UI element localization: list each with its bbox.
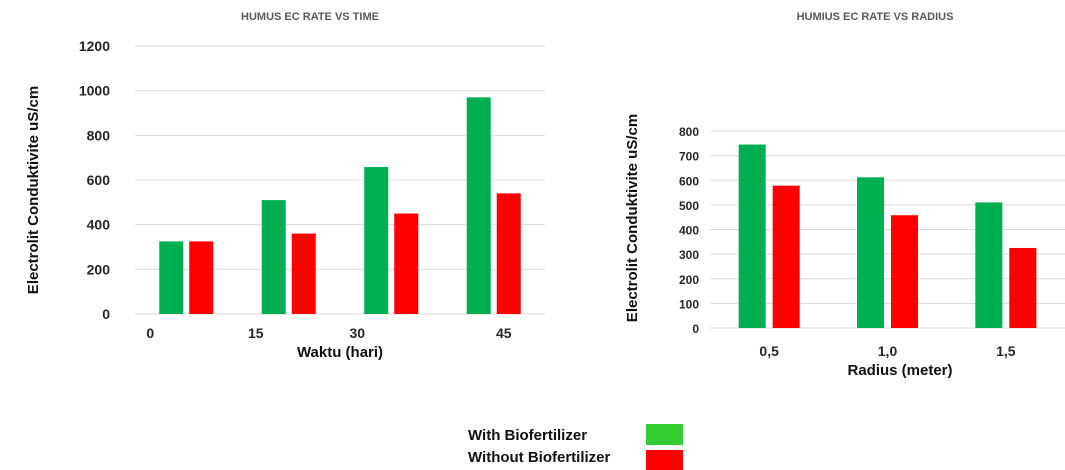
y-tick-label: 400: [87, 217, 111, 233]
y-tick-label: 200: [679, 273, 699, 287]
bar-with-biofertilizer: [364, 167, 389, 314]
bar-without-biofertilizer: [772, 185, 800, 328]
x-tick-label: 15: [248, 325, 264, 341]
legend-label-with: With Biofertilizer: [468, 427, 587, 444]
legend: With Biofertilizer Without Biofertilizer: [468, 424, 683, 470]
chart-time-bars: [159, 97, 521, 314]
bar-without-biofertilizer: [189, 241, 214, 314]
y-tick-label: 700: [679, 150, 699, 164]
chart-radius-gridlines: [710, 130, 1065, 329]
bar-with-biofertilizer: [857, 177, 884, 328]
chart-time-x-ticks: 0 15 30 45: [146, 325, 511, 341]
bar-with-biofertilizer: [466, 97, 491, 314]
bar-without-biofertilizer: [496, 193, 521, 314]
bar-without-biofertilizer: [891, 215, 918, 328]
x-tick-label: 0,5: [759, 343, 779, 359]
x-tick-label: 45: [496, 325, 512, 341]
chart-radius: HUMIUS EC RATE VS RADIUS 0 100 200 300 400 50…: [624, 11, 1065, 379]
legend-swatch-without: [646, 450, 683, 470]
bar-without-biofertilizer: [394, 213, 419, 314]
chart-radius-x-axis-label: Radius (meter): [847, 362, 952, 379]
y-tick-label: 400: [679, 224, 699, 238]
x-tick-label: 0: [146, 325, 154, 341]
y-tick-label: 1000: [79, 83, 110, 99]
legend-label-without: Without Biofertilizer: [468, 449, 611, 466]
y-tick-label: 800: [87, 127, 111, 143]
y-tick-label: 600: [87, 172, 111, 188]
bar-without-biofertilizer: [1009, 247, 1037, 328]
bar-with-biofertilizer: [159, 241, 184, 314]
chart-time: HUMUS EC RATE VS TIME 0 200 400 600 800 1000 1…: [25, 11, 545, 361]
chart-time-y-axis-label: Electrolit Conduktivite uS/cm: [25, 86, 42, 294]
y-tick-label: 800: [679, 125, 699, 139]
x-tick-label: 1,5: [996, 343, 1016, 359]
x-tick-label: 30: [349, 325, 365, 341]
x-tick-label: 1,0: [878, 343, 898, 359]
y-tick-label: 0: [102, 306, 110, 322]
y-tick-label: 300: [679, 248, 699, 262]
bar-without-biofertilizer: [291, 233, 316, 314]
y-tick-label: 500: [679, 199, 699, 213]
chart-radius-title: HUMIUS EC RATE VS RADIUS: [797, 11, 954, 23]
bar-with-biofertilizer: [975, 202, 1003, 328]
chart-radius-x-ticks: 0,5 1,0 1,5: [759, 343, 1015, 359]
chart-radius-y-axis-label: Electrolit Conduktivite uS/cm: [624, 114, 641, 322]
chart-radius-bars: [738, 144, 1037, 328]
y-tick-label: 1200: [79, 38, 110, 54]
chart-time-x-axis-label: Waktu (hari): [297, 344, 383, 361]
legend-swatch-with: [646, 424, 683, 445]
y-tick-label: 200: [87, 261, 111, 277]
y-tick-label: 0: [692, 322, 699, 336]
chart-time-y-ticks: 0 200 400 600 800 1000 1200: [79, 38, 110, 322]
bar-with-biofertilizer: [738, 144, 766, 328]
chart-radius-y-ticks: 0 100 200 300 400 500 600 700 800: [679, 125, 699, 336]
bar-with-biofertilizer: [261, 200, 286, 314]
chart-time-title: HUMUS EC RATE VS TIME: [241, 11, 379, 23]
y-tick-label: 100: [679, 297, 699, 311]
y-tick-label: 600: [679, 174, 699, 188]
